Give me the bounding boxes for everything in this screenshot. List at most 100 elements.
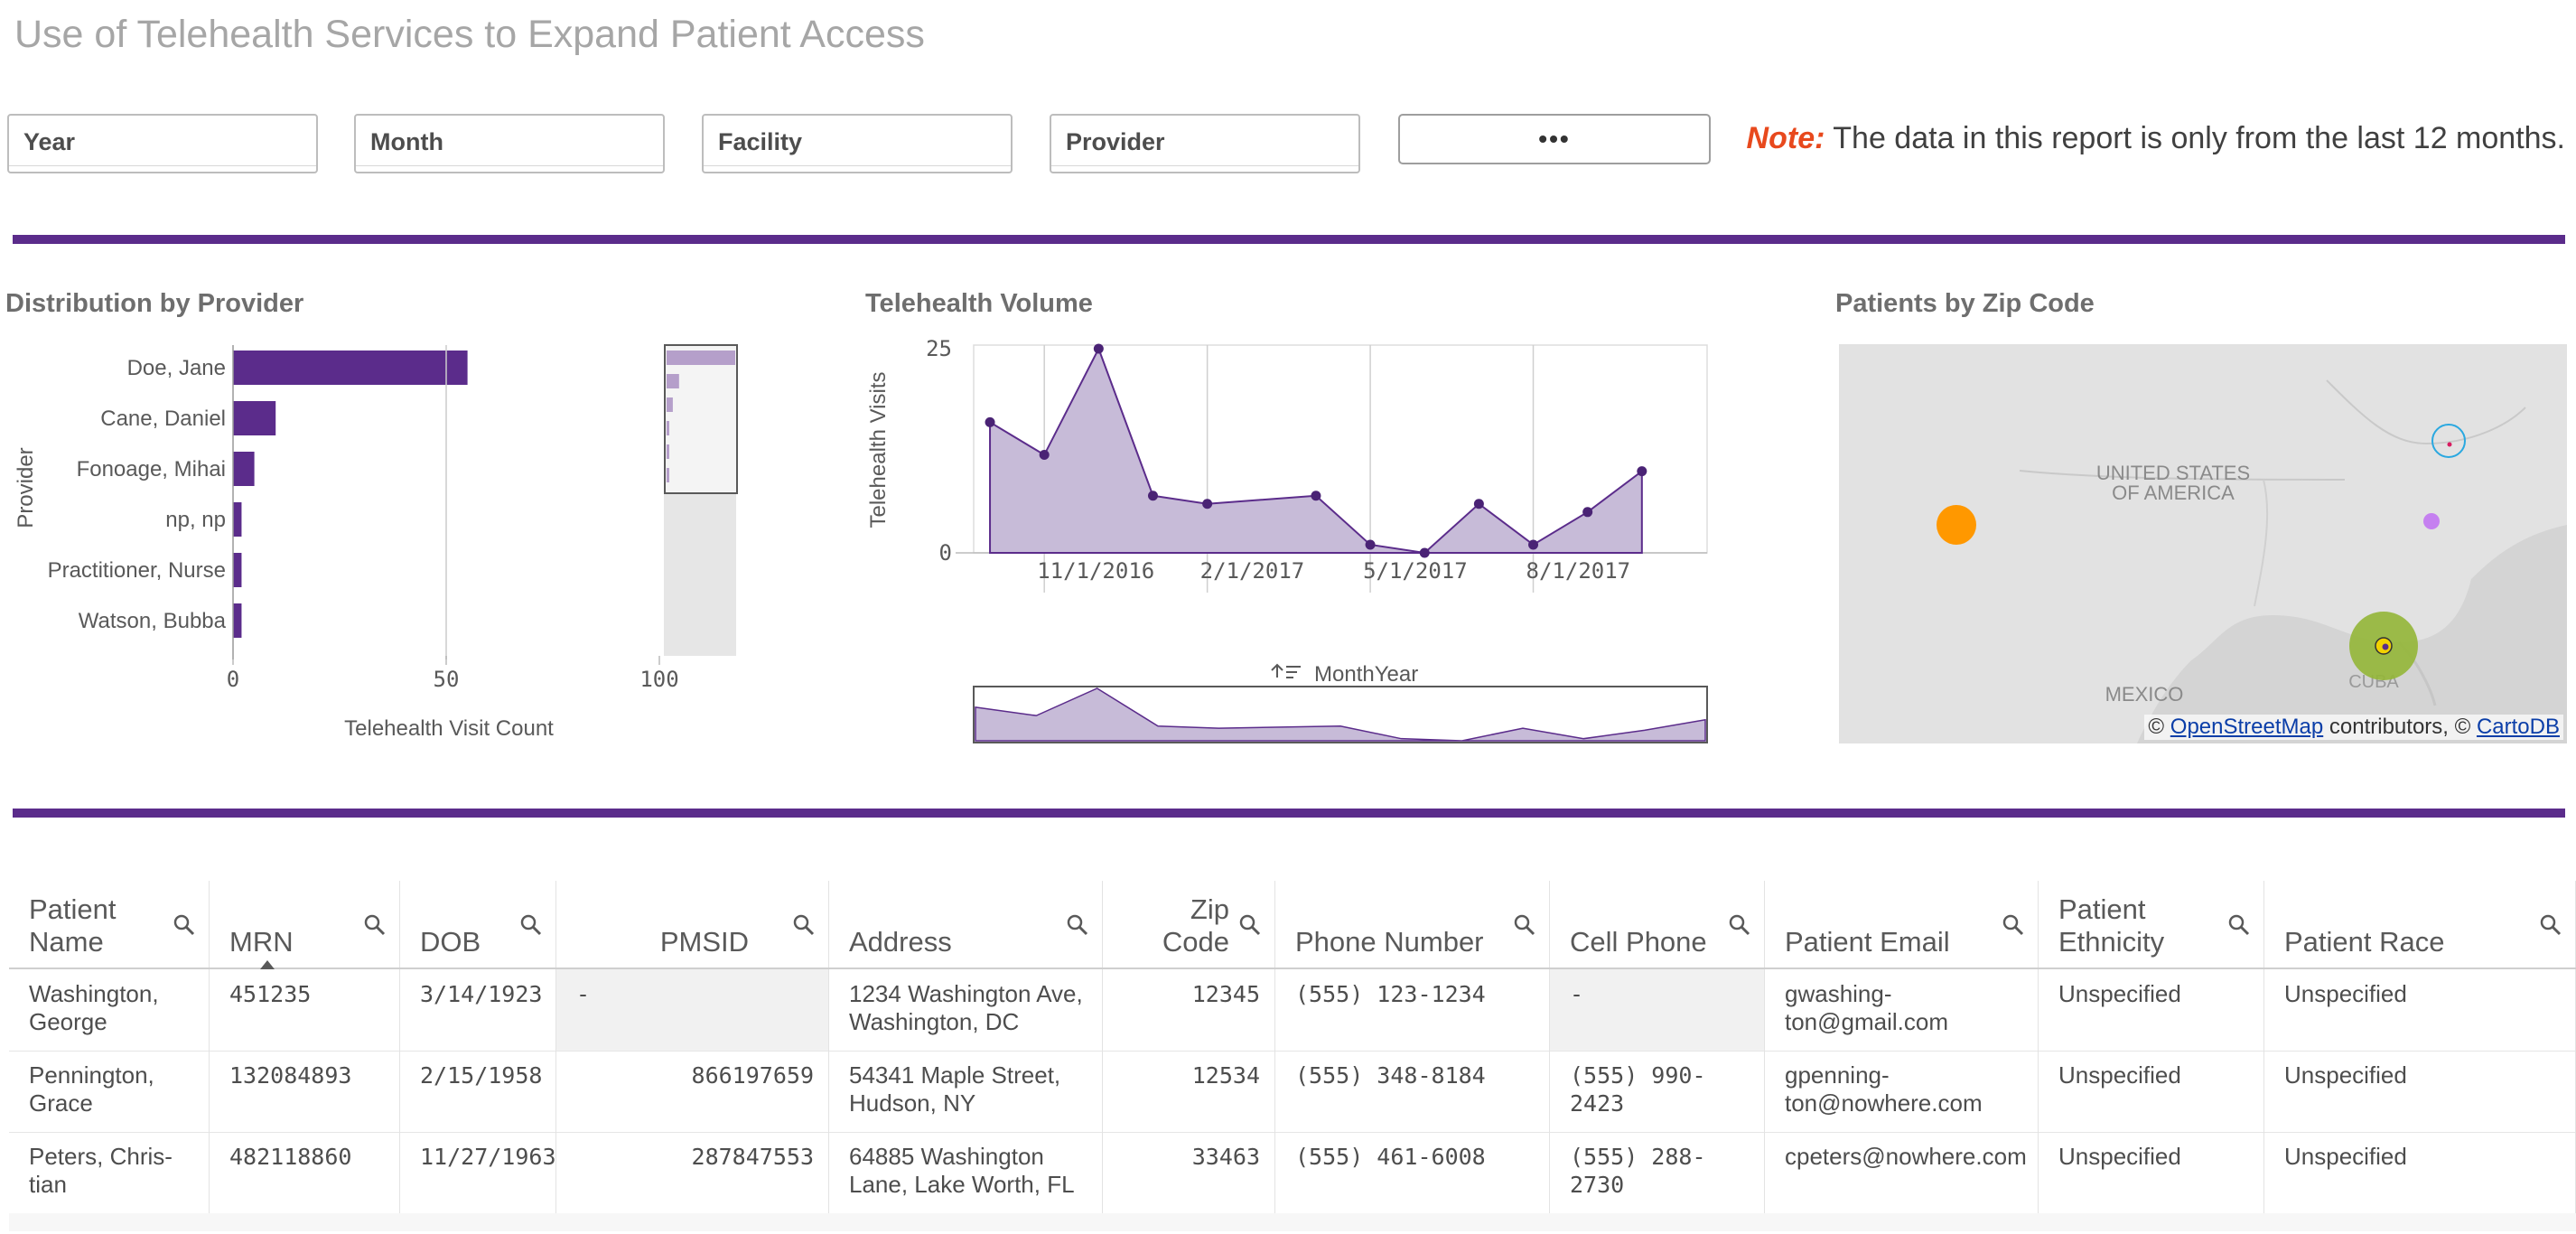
cartodb-link[interactable]: CartoDB [2476, 715, 2560, 739]
table-cell-pmsid[interactable]: 287847553 [556, 1132, 829, 1213]
monthyear-axis-title: MonthYear [1314, 662, 1418, 687]
volume-point[interactable] [1311, 491, 1321, 501]
table-row-partial [9, 1213, 2576, 1231]
provider-bar[interactable] [233, 401, 276, 435]
search-icon[interactable] [1066, 913, 1089, 937]
provider-x-tick-label: 100 [639, 667, 678, 692]
volume-point[interactable] [1202, 499, 1213, 509]
volume-x-tick-label: 2/1/2017 [1200, 558, 1305, 584]
provider-bar[interactable] [233, 603, 242, 638]
more-filters-button[interactable]: ••• [1398, 114, 1711, 164]
table-cell-patient-name[interactable]: Peters, Chris-tian [9, 1132, 210, 1213]
volume-point[interactable] [985, 416, 995, 427]
provider-bar[interactable] [233, 452, 255, 486]
table-cell-patient-race[interactable]: Unspecified [2264, 1132, 2576, 1213]
table-cell-patient-name[interactable]: Washington, George [9, 969, 210, 1051]
volume-point[interactable] [1582, 507, 1593, 518]
month-filter[interactable]: Month [354, 114, 665, 173]
search-icon[interactable] [173, 913, 196, 937]
table-cell-mrn[interactable]: 482118860 [210, 1132, 400, 1213]
volume-point[interactable] [1147, 491, 1158, 501]
table-cell-patient-name[interactable]: Pennington, Grace [9, 1051, 210, 1132]
year-filter[interactable]: Year [7, 114, 318, 173]
table-cell-phone-number[interactable]: (555) 348-8184 [1275, 1051, 1550, 1132]
table-cell-patient-email[interactable]: gpenning-ton@nowhere.com [1765, 1051, 2039, 1132]
table-cell-patient-ethnicity[interactable]: Unspecified [2039, 1051, 2264, 1132]
search-icon[interactable] [1728, 913, 1751, 937]
table-cell-zip-code[interactable]: 12534 [1103, 1051, 1275, 1132]
volume-y-tick-label: 25 [926, 336, 952, 361]
search-icon[interactable] [519, 913, 543, 937]
column-header-label: MRN [229, 926, 294, 958]
zip-bubble-california[interactable] [1937, 505, 1976, 545]
table-cell-mrn[interactable]: 132084893 [210, 1051, 400, 1132]
column-header-cell-phone[interactable]: Cell Phone [1550, 881, 1765, 968]
table-row[interactable]: Pennington, Grace 132084893 2/15/1958 86619… [9, 1051, 2576, 1133]
table-row[interactable]: Peters, Chris-tian 482118860 11/27/1963 287… [9, 1132, 2576, 1214]
table-cell-pmsid[interactable]: 866197659 [556, 1051, 829, 1132]
volume-point[interactable] [1365, 539, 1376, 550]
table-cell-address[interactable]: 1234 Washington Ave, Washington, DC [829, 969, 1103, 1051]
table-cell-dob[interactable]: 3/14/1923 [400, 969, 556, 1051]
table-cell-cell-phone[interactable]: - [1550, 969, 1765, 1051]
column-header-patient-ethnicity[interactable]: Patient Ethnicity [2039, 881, 2264, 968]
provider-category-label: np, np [165, 508, 226, 532]
table-cell-patient-race[interactable]: Unspecified [2264, 969, 2576, 1051]
column-header-zip-code[interactable]: Zip Code [1103, 881, 1275, 968]
search-icon[interactable] [2002, 913, 2025, 937]
volume-point[interactable] [1528, 539, 1539, 550]
volume-point[interactable] [1637, 466, 1647, 477]
volume-y-tick-label: 0 [939, 540, 952, 566]
table-cell-patient-race[interactable]: Unspecified [2264, 1051, 2576, 1132]
facility-filter[interactable]: Facility [702, 114, 1013, 173]
provider-scrollbar-handle[interactable] [664, 344, 738, 494]
provider-bar[interactable] [233, 553, 242, 587]
volume-point[interactable] [1039, 450, 1050, 461]
column-header-patient-race[interactable]: Patient Race [2264, 881, 2576, 968]
column-header-address[interactable]: Address [829, 881, 1103, 968]
table-cell-zip-code[interactable]: 33463 [1103, 1132, 1275, 1213]
search-icon[interactable] [792, 913, 816, 937]
table-cell-phone-number[interactable]: (555) 123-1234 [1275, 969, 1550, 1051]
search-icon[interactable] [1513, 913, 1536, 937]
openstreetmap-link[interactable]: OpenStreetMap [2170, 715, 2324, 739]
search-icon[interactable] [1238, 913, 1262, 937]
table-cell-phone-number[interactable]: (555) 461-6008 [1275, 1132, 1550, 1213]
search-icon[interactable] [363, 913, 387, 937]
table-cell-zip-code[interactable]: 12345 [1103, 969, 1275, 1051]
zip-bubble-washington-dc[interactable] [2423, 513, 2440, 529]
column-header-phone-number[interactable]: Phone Number [1275, 881, 1550, 968]
search-icon[interactable] [2227, 913, 2251, 937]
table-cell-patient-ethnicity[interactable]: Unspecified [2039, 969, 2264, 1051]
table-cell-dob[interactable]: 11/27/1963 [400, 1132, 556, 1213]
provider-bar[interactable] [233, 502, 242, 537]
provider-category-label: Fonoage, Mihai [77, 457, 226, 481]
table-cell-mrn[interactable]: 451235 [210, 969, 400, 1051]
provider-category-label: Practitioner, Nurse [48, 558, 226, 583]
zip-code-map[interactable]: UNITED STATES OF AMERICA MEXICO CUBA © O… [1839, 344, 2567, 743]
volume-point[interactable] [1419, 547, 1430, 558]
column-header-patient-email[interactable]: Patient Email [1765, 881, 2039, 968]
provider-bar[interactable] [233, 351, 468, 385]
volume-point[interactable] [1473, 499, 1484, 509]
provider-filter[interactable]: Provider [1050, 114, 1360, 173]
column-header-patient-name[interactable]: Patient Name [9, 881, 210, 968]
search-icon[interactable] [2539, 913, 2562, 937]
column-header-mrn[interactable]: MRN [210, 881, 400, 969]
table-cell-cell-phone[interactable]: (555) 990-2423 [1550, 1051, 1765, 1132]
table-cell-address[interactable]: 64885 Washington Lane, Lake Worth, FL [829, 1132, 1103, 1213]
volume-point[interactable] [1093, 343, 1104, 354]
table-cell-patient-ethnicity[interactable]: Unspecified [2039, 1132, 2264, 1213]
table-cell-pmsid[interactable]: - [556, 969, 829, 1051]
table-cell-cell-phone[interactable]: (555) 288-2730 [1550, 1132, 1765, 1213]
table-cell-patient-email[interactable]: cpeters@nowhere.com [1765, 1132, 2039, 1213]
provider-axis-label: Provider [14, 447, 38, 528]
zip-bubble-new-york[interactable] [2431, 424, 2466, 458]
table-cell-address[interactable]: 54341 Maple Street, Hudson, NY [829, 1051, 1103, 1132]
monthyear-sort-icon[interactable] [1271, 663, 1301, 678]
table-row[interactable]: Washington, George 451235 3/14/1923-1234 W… [9, 969, 2576, 1052]
column-header-pmsid[interactable]: PMSID [556, 881, 829, 968]
table-cell-patient-email[interactable]: gwashing-ton@gmail.com [1765, 969, 2039, 1051]
table-cell-dob[interactable]: 2/15/1958 [400, 1051, 556, 1132]
column-header-dob[interactable]: DOB [400, 881, 556, 968]
